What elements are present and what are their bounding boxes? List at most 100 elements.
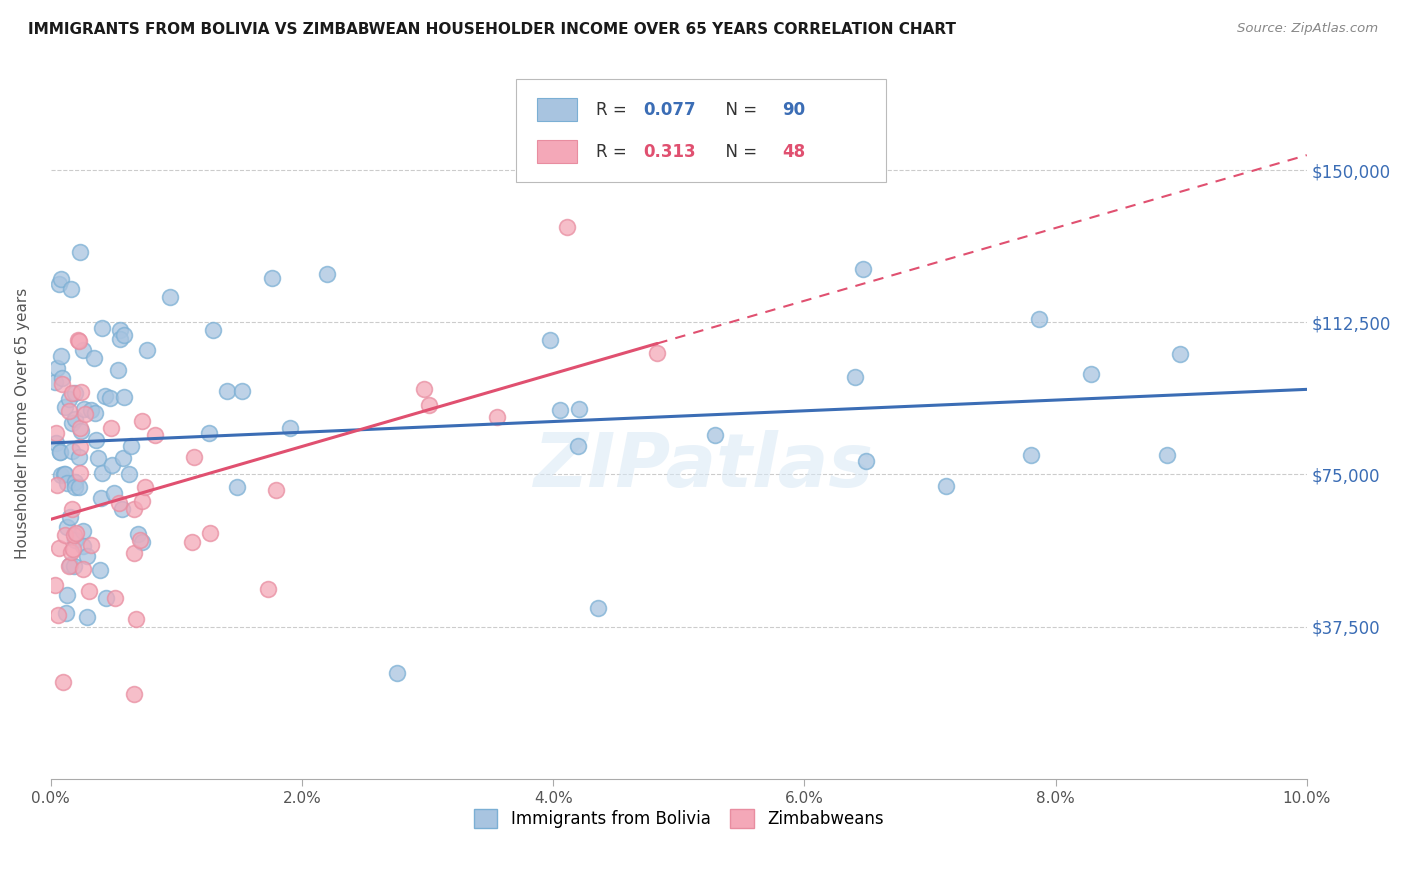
- Point: [568, 401, 591, 416]
- Point: [56, 588, 79, 602]
- Point: [412, 382, 434, 396]
- Text: N =: N =: [716, 143, 762, 161]
- Point: [51, 376, 73, 391]
- Point: [51, 467, 73, 482]
- Point: [145, 428, 167, 442]
- Point: [56, 476, 79, 491]
- Point: [59, 558, 82, 572]
- Point: [1168, 347, 1191, 361]
- Point: [75, 407, 97, 421]
- Point: [44, 376, 66, 390]
- FancyBboxPatch shape: [537, 140, 576, 163]
- Point: [60, 282, 83, 296]
- Point: [60, 444, 83, 458]
- Point: [80, 403, 103, 417]
- Point: [60, 416, 83, 430]
- Point: [101, 458, 124, 473]
- Point: [103, 486, 125, 500]
- Point: [125, 612, 148, 626]
- FancyBboxPatch shape: [516, 79, 886, 182]
- Point: [418, 398, 440, 412]
- Point: [1019, 448, 1042, 462]
- Point: [315, 267, 337, 281]
- Point: [256, 582, 278, 596]
- Point: [1028, 312, 1050, 326]
- Point: [55, 606, 77, 620]
- Point: [58, 392, 80, 407]
- Text: R =: R =: [596, 143, 631, 161]
- Point: [555, 220, 578, 235]
- Text: 48: 48: [782, 143, 804, 161]
- Point: [852, 262, 875, 277]
- Point: [52, 674, 75, 689]
- Point: [118, 467, 141, 481]
- Point: [84, 405, 107, 419]
- Point: [53, 528, 76, 542]
- Point: [69, 384, 91, 399]
- Point: [111, 450, 134, 465]
- Point: [844, 370, 866, 384]
- Point: [567, 439, 589, 453]
- Point: [260, 270, 283, 285]
- Point: [108, 496, 131, 510]
- Point: [87, 450, 110, 465]
- Point: [67, 334, 90, 349]
- Point: [90, 320, 112, 334]
- Point: [100, 421, 122, 435]
- Point: [108, 323, 131, 337]
- Point: [226, 480, 249, 494]
- Point: [131, 494, 153, 508]
- Point: [198, 426, 221, 441]
- Point: [98, 391, 121, 405]
- Point: [44, 578, 66, 592]
- Point: [66, 333, 89, 347]
- Point: [89, 564, 111, 578]
- Point: [486, 409, 509, 424]
- Point: [53, 467, 76, 482]
- Point: [62, 527, 84, 541]
- Text: ZIPatlas: ZIPatlas: [534, 430, 875, 503]
- Point: [548, 402, 571, 417]
- Point: [1080, 367, 1102, 381]
- Point: [183, 450, 205, 464]
- Point: [48, 541, 70, 555]
- Point: [110, 332, 132, 346]
- Point: [67, 480, 90, 494]
- Point: [60, 502, 83, 516]
- Point: [278, 421, 301, 435]
- Point: [49, 271, 72, 285]
- Point: [58, 403, 80, 417]
- Point: [58, 509, 80, 524]
- Point: [122, 546, 145, 560]
- Point: [63, 412, 86, 426]
- Point: [77, 583, 100, 598]
- Point: [69, 244, 91, 259]
- Point: [217, 384, 239, 399]
- Point: [136, 343, 159, 357]
- Point: [264, 483, 287, 497]
- FancyBboxPatch shape: [537, 98, 576, 121]
- Point: [83, 351, 105, 366]
- Point: [231, 384, 253, 398]
- Point: [73, 402, 96, 417]
- Point: [72, 561, 94, 575]
- Point: [90, 491, 112, 505]
- Point: [90, 466, 112, 480]
- Point: [69, 466, 91, 480]
- Point: [45, 425, 67, 440]
- Point: [62, 541, 84, 556]
- Point: [48, 277, 70, 291]
- Point: [202, 323, 225, 337]
- Point: [60, 386, 83, 401]
- Point: [385, 665, 408, 680]
- Point: [49, 445, 72, 459]
- Point: [198, 526, 221, 541]
- Point: [63, 533, 86, 547]
- Point: [112, 327, 135, 342]
- Point: [46, 478, 69, 492]
- Text: 0.313: 0.313: [644, 143, 696, 161]
- Point: [107, 363, 129, 377]
- Point: [69, 440, 91, 454]
- Point: [63, 558, 86, 573]
- Point: [645, 346, 668, 360]
